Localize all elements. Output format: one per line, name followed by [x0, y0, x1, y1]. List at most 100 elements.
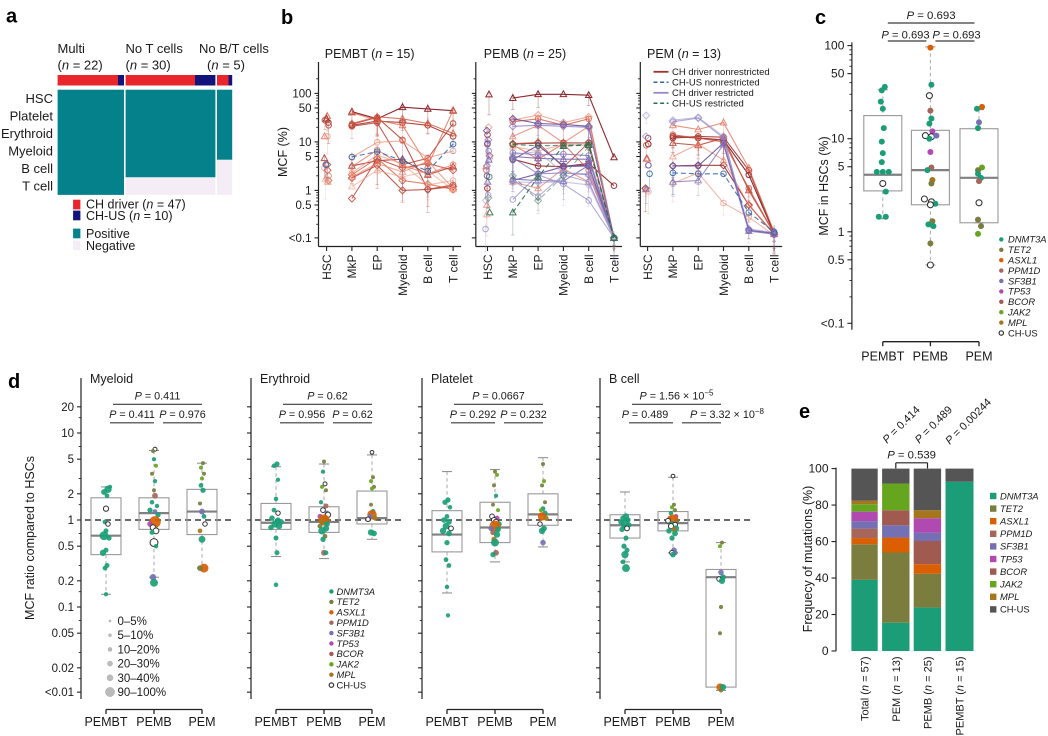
svg-text:BCOR: BCOR: [1000, 566, 1027, 577]
svg-text:P = 0.0667: P = 0.0667: [472, 391, 525, 403]
svg-text:PPM1D: PPM1D: [337, 617, 370, 628]
svg-text:MPL: MPL: [337, 669, 356, 680]
svg-text:CH-US nonrestricted: CH-US nonrestricted: [672, 78, 760, 89]
svg-text:T cell: T cell: [767, 255, 781, 283]
svg-text:<0.1: <0.1: [289, 233, 312, 245]
svg-text:T cell: T cell: [22, 179, 53, 194]
svg-text:PEMB: PEMB: [913, 350, 948, 364]
svg-text:DNMT3A: DNMT3A: [1000, 490, 1039, 501]
svg-text:PEM: PEM: [707, 715, 734, 729]
svg-text:MCF ratio compared to HSCs: MCF ratio compared to HSCs: [23, 456, 37, 620]
svg-text:JAK2: JAK2: [336, 659, 360, 670]
svg-text:10: 10: [299, 137, 312, 149]
svg-text:5–10%: 5–10%: [118, 630, 154, 642]
svg-text:PEMB: PEMB: [306, 715, 341, 729]
svg-text:P = 0.489: P = 0.489: [622, 409, 669, 421]
svg-text:B cell: B cell: [21, 161, 53, 176]
svg-text:TET2: TET2: [1008, 244, 1032, 255]
svg-text:MCF (%): MCF (%): [276, 127, 290, 177]
svg-text:50: 50: [299, 103, 312, 115]
svg-text:MPL: MPL: [1000, 591, 1019, 602]
svg-text:CH-US: CH-US: [337, 679, 367, 690]
svg-text:JAK2: JAK2: [999, 579, 1023, 590]
svg-text:ASXL1: ASXL1: [1007, 255, 1037, 266]
svg-text:PEMB (n = 25): PEMB (n = 25): [922, 657, 934, 729]
svg-text:EP: EP: [531, 255, 545, 271]
svg-text:Myeloid: Myeloid: [396, 255, 410, 296]
svg-text:CH-US: CH-US: [1000, 604, 1030, 615]
svg-text:0.05: 0.05: [52, 628, 74, 640]
svg-text:c: c: [815, 7, 826, 29]
svg-text:0.5: 0.5: [58, 541, 74, 553]
svg-text:1: 1: [68, 515, 74, 527]
svg-text:P = 0.62: P = 0.62: [307, 391, 348, 403]
svg-text:Positive: Positive: [86, 227, 130, 241]
svg-text:PEM: PEM: [188, 715, 215, 729]
svg-text:HSC: HSC: [26, 91, 53, 106]
svg-text:PEMBT: PEMBT: [603, 715, 646, 729]
svg-text:PEMBT: PEMBT: [425, 715, 468, 729]
svg-text:P = 3.32 × 10−8: P = 3.32 × 10−8: [690, 406, 765, 421]
svg-text:PEMB (n = 25): PEMB (n = 25): [484, 47, 566, 61]
svg-text:<0.1: <0.1: [821, 316, 845, 330]
svg-text:B cell: B cell: [609, 372, 640, 386]
svg-text:Multi: Multi: [58, 41, 86, 56]
svg-text:2: 2: [68, 489, 74, 501]
svg-text:20: 20: [815, 608, 829, 622]
svg-text:40: 40: [815, 571, 829, 585]
svg-text:PEM: PEM: [965, 350, 992, 364]
svg-text:Erythroid: Erythroid: [260, 372, 310, 386]
svg-text:Myeloid: Myeloid: [557, 255, 571, 296]
svg-text:1: 1: [838, 225, 845, 239]
svg-text:P = 0.62: P = 0.62: [332, 409, 373, 421]
svg-text:CH-US: CH-US: [1008, 327, 1038, 338]
svg-text:MkP: MkP: [345, 255, 359, 279]
svg-text:0.1: 0.1: [58, 602, 74, 614]
svg-text:PEMBT: PEMBT: [84, 715, 127, 729]
svg-text:PEM: PEM: [529, 715, 556, 729]
svg-text:B cell: B cell: [742, 255, 756, 284]
svg-text:a: a: [6, 6, 18, 28]
svg-text:P = 0.956: P = 0.956: [279, 409, 326, 421]
svg-text:(n = 22): (n = 22): [58, 58, 103, 73]
svg-text:PPM1D: PPM1D: [1000, 528, 1033, 539]
svg-text:5: 5: [305, 152, 311, 164]
svg-text:HSC: HSC: [320, 254, 334, 280]
svg-text:0: 0: [822, 644, 829, 658]
svg-text:Platelet: Platelet: [10, 109, 54, 124]
svg-text:No T cells: No T cells: [126, 41, 184, 56]
svg-text:SF3B1: SF3B1: [1008, 275, 1037, 286]
svg-text:B cell: B cell: [421, 255, 435, 284]
svg-text:PEMB: PEMB: [136, 715, 171, 729]
svg-text:TP53: TP53: [337, 638, 360, 649]
svg-text:50: 50: [831, 67, 845, 81]
svg-text:MPL: MPL: [1008, 317, 1027, 328]
svg-text:Myeloid: Myeloid: [90, 372, 133, 386]
svg-text:b: b: [281, 7, 293, 29]
svg-text:5: 5: [838, 160, 845, 174]
svg-text:PEMB: PEMB: [477, 715, 512, 729]
svg-text:JAK2: JAK2: [1007, 307, 1031, 318]
svg-text:10–20%: 10–20%: [118, 644, 160, 656]
svg-text:PEM: PEM: [358, 715, 385, 729]
svg-text:P = 0.411: P = 0.411: [109, 409, 155, 421]
svg-text:0.2: 0.2: [58, 576, 74, 588]
svg-text:ASXL1: ASXL1: [999, 516, 1029, 527]
svg-text:0.02: 0.02: [52, 663, 74, 675]
svg-text:Myeloid: Myeloid: [717, 255, 731, 296]
svg-text:PEM (n = 13): PEM (n = 13): [647, 47, 721, 61]
svg-text:100: 100: [808, 462, 828, 476]
svg-text:TET2: TET2: [337, 596, 361, 607]
svg-text:0.5: 0.5: [296, 200, 312, 212]
svg-text:PEMBT (n = 15): PEMBT (n = 15): [325, 47, 415, 61]
svg-text:No B/T cells: No B/T cells: [199, 41, 269, 56]
svg-text:PEMBT: PEMBT: [861, 350, 904, 364]
svg-text:100: 100: [292, 88, 311, 100]
svg-text:<0.01: <0.01: [45, 687, 74, 699]
svg-text:PPM1D: PPM1D: [1008, 265, 1041, 276]
svg-text:60: 60: [815, 535, 829, 549]
svg-text:PEMBT (n = 15): PEMBT (n = 15): [955, 657, 967, 736]
svg-text:B cell: B cell: [582, 255, 596, 284]
svg-text:Negative: Negative: [86, 239, 135, 253]
svg-text:DNMT3A: DNMT3A: [1008, 234, 1047, 245]
